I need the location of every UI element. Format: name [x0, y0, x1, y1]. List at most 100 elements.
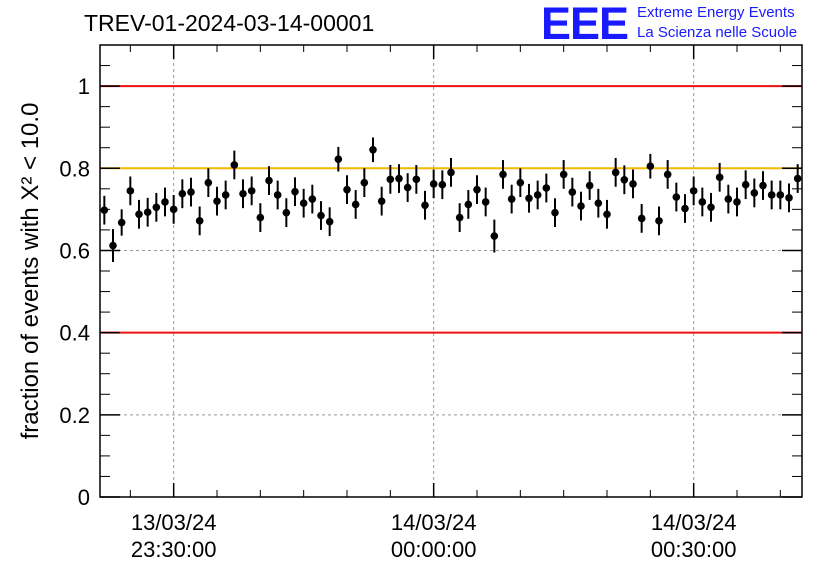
marker: [759, 181, 767, 190]
tick-labels: 00.20.40.60.8113/03/2423:30:0014/03/2400…: [59, 74, 736, 562]
data-point: [577, 191, 585, 221]
x-tick-time-label: 23:30:00: [131, 537, 217, 562]
y-tick-label: 0.6: [59, 238, 90, 263]
data-point: [499, 160, 507, 189]
data-point: [533, 180, 542, 210]
marker: [395, 174, 403, 183]
data-point: [447, 158, 455, 187]
marker: [646, 162, 655, 171]
eee-logo-mark: EEE: [541, 0, 629, 49]
marker: [585, 181, 594, 190]
marker: [681, 204, 689, 213]
marker: [143, 208, 152, 217]
data-point: [663, 160, 672, 189]
data-point: [221, 180, 230, 210]
data-point: [542, 173, 551, 203]
y-tick-label: 0.8: [59, 156, 90, 181]
data-point: [351, 190, 360, 219]
reference-lines: [100, 85, 802, 334]
marker: [412, 175, 421, 184]
data-point: [109, 229, 117, 262]
marker: [221, 191, 230, 199]
data-point: [325, 207, 334, 237]
data-point: [282, 198, 291, 228]
data-point: [369, 137, 377, 163]
data-point: [585, 171, 594, 200]
marker: [629, 180, 637, 188]
marker: [247, 187, 256, 195]
marker: [733, 198, 741, 206]
y-tick-label: 0.4: [59, 321, 90, 346]
data-point: [681, 194, 689, 223]
y-tick-label: 1: [78, 74, 90, 99]
data-point: [507, 184, 516, 214]
data-point: [377, 186, 386, 216]
marker: [715, 173, 724, 182]
data-point: [152, 192, 161, 222]
data-point: [516, 168, 525, 198]
data-point: [187, 177, 195, 207]
chart-title: TREV-01-2024-03-14-00001: [84, 10, 375, 36]
data-point: [386, 164, 395, 194]
data-point: [655, 206, 663, 236]
marker: [637, 214, 646, 223]
data-point: [100, 195, 109, 225]
y-tick-label: 0.2: [59, 403, 90, 428]
marker: [178, 189, 187, 198]
marker: [282, 208, 291, 217]
marker: [204, 178, 213, 187]
marker: [750, 189, 759, 197]
marker: [481, 198, 490, 206]
marker: [724, 195, 733, 203]
eee-logo: EEE Extreme Energy Events La Scienza nel…: [541, 0, 831, 49]
marker: [273, 191, 282, 199]
data-point: [204, 168, 213, 198]
marker: [239, 189, 247, 198]
marker: [655, 217, 663, 225]
data-point: [707, 192, 715, 222]
marker: [490, 232, 499, 240]
marker: [611, 168, 620, 177]
marker: [403, 183, 412, 192]
data-point: [395, 164, 403, 193]
data-point: [247, 176, 256, 206]
data-point: [629, 169, 637, 199]
marker: [230, 161, 239, 169]
marker: [126, 187, 135, 195]
data-point: [759, 171, 767, 200]
marker: [438, 180, 447, 189]
marker: [603, 210, 611, 219]
marker: [516, 178, 525, 187]
data-point: [135, 199, 143, 229]
data-point: [195, 206, 204, 236]
data-point: [169, 194, 178, 224]
marker: [421, 201, 429, 210]
data-point: [568, 177, 577, 207]
data-point: [273, 180, 282, 210]
data-point: [603, 199, 611, 229]
data-point: [256, 203, 265, 232]
marker: [256, 213, 265, 222]
y-axis-label: fraction of events with X² < 10.0: [17, 103, 44, 440]
data-point: [299, 188, 308, 218]
data-point: [473, 175, 481, 205]
marker: [464, 200, 473, 209]
marker: [109, 241, 117, 250]
marker: [689, 187, 698, 195]
marker: [455, 213, 464, 222]
data-point: [403, 173, 412, 202]
marker: [161, 198, 169, 206]
marker: [317, 211, 325, 220]
data-points: [100, 137, 802, 262]
data-point: [741, 170, 750, 200]
data-point: [143, 197, 152, 227]
data-point: [429, 169, 438, 199]
marker: [507, 195, 516, 203]
data-point: [343, 175, 351, 205]
marker: [663, 170, 672, 179]
data-point: [308, 184, 317, 214]
marker: [559, 170, 568, 179]
data-point: [594, 188, 603, 218]
data-point: [637, 204, 646, 233]
